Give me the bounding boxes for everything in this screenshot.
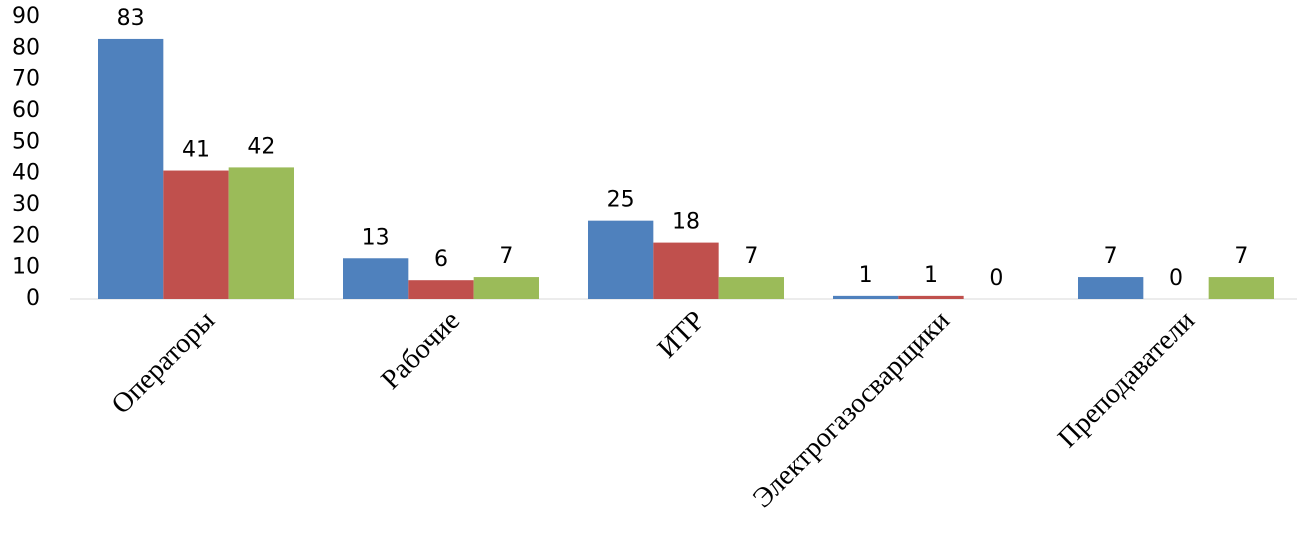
x-tick-label: Операторы bbox=[106, 305, 221, 420]
bar bbox=[473, 277, 539, 299]
y-tick-label: 60 bbox=[12, 98, 40, 123]
y-tick-label: 90 bbox=[12, 4, 40, 29]
y-tick-label: 10 bbox=[12, 255, 40, 280]
bar bbox=[653, 242, 719, 299]
value-label: 7 bbox=[499, 244, 513, 269]
y-tick-label: 40 bbox=[12, 161, 40, 186]
y-tick-label: 0 bbox=[26, 286, 40, 311]
y-tick-label: 20 bbox=[12, 223, 40, 248]
bar bbox=[163, 170, 229, 299]
bar bbox=[588, 220, 654, 299]
x-tick-label: Рабочие bbox=[375, 305, 466, 396]
bar bbox=[343, 258, 409, 299]
value-label: 1 bbox=[859, 263, 873, 288]
bar bbox=[98, 38, 164, 299]
bar bbox=[408, 280, 474, 299]
value-label: 13 bbox=[362, 225, 390, 250]
value-label: 7 bbox=[744, 244, 758, 269]
bar bbox=[228, 167, 294, 299]
y-tick-label: 70 bbox=[12, 67, 40, 92]
value-label: 7 bbox=[1104, 244, 1118, 269]
bar bbox=[718, 277, 784, 299]
x-tick-label: ИТР bbox=[652, 305, 711, 364]
value-label: 6 bbox=[434, 247, 448, 272]
value-label: 1 bbox=[924, 263, 938, 288]
value-label: 18 bbox=[672, 210, 700, 235]
value-label: 25 bbox=[607, 188, 635, 213]
bar bbox=[833, 295, 899, 299]
value-label: 0 bbox=[1169, 266, 1183, 291]
bar bbox=[1078, 277, 1144, 299]
value-label: 0 bbox=[989, 266, 1003, 291]
x-tick-label: Преподаватели bbox=[1052, 305, 1201, 454]
value-label: 42 bbox=[247, 134, 275, 159]
value-label: 41 bbox=[182, 138, 210, 163]
y-tick-label: 80 bbox=[12, 35, 40, 60]
value-label: 7 bbox=[1234, 244, 1248, 269]
bar bbox=[1208, 277, 1274, 299]
value-label: 83 bbox=[117, 6, 145, 31]
x-tick-label: Электрогазосварщики bbox=[747, 305, 956, 514]
y-tick-label: 50 bbox=[12, 129, 40, 154]
bar bbox=[898, 295, 964, 299]
y-tick-label: 30 bbox=[12, 192, 40, 217]
